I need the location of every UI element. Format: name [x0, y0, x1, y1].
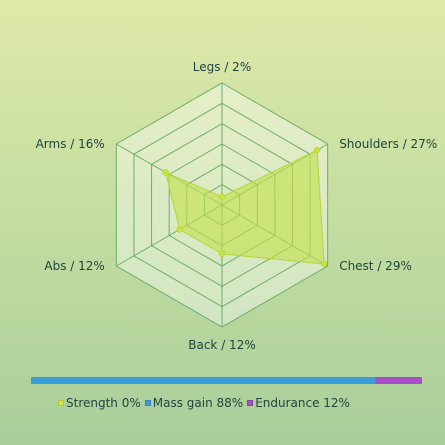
data-point-chest[interactable]	[320, 260, 328, 268]
axis-label-shoulders: Shoulders / 27%	[339, 137, 437, 151]
legend-swatch-mass-gain	[144, 400, 151, 406]
axis-labels: Legs / 2% Shoulders / 27% Chest / 29% Back …	[36, 60, 438, 352]
legend-label-endurance: Endurance 12%	[255, 396, 350, 410]
axis-label-legs: Legs / 2%	[193, 60, 251, 74]
legend-label-mass-gain: Mass gain 88%	[152, 396, 244, 410]
legend-swatch-strength	[58, 400, 64, 406]
data-point-abs[interactable]	[176, 226, 183, 233]
legend-swatch-endurance	[247, 400, 254, 406]
bar-segment-endurance	[375, 377, 422, 384]
legend: Strength 0% Mass gain 88% Endurance 12%	[58, 396, 350, 410]
legend-item-strength: Strength 0%	[58, 396, 141, 410]
data-point-legs[interactable]	[218, 193, 226, 201]
data-point-shoulders[interactable]	[313, 146, 321, 154]
axis-label-back: Back / 12%	[188, 338, 255, 352]
data-point-arms[interactable]	[162, 169, 169, 176]
distribution-bar	[31, 377, 422, 384]
axis-label-chest: Chest / 29%	[339, 259, 412, 273]
legend-item-endurance: Endurance 12%	[247, 396, 350, 410]
data-point-back[interactable]	[218, 250, 226, 258]
axis-label-abs: Abs / 12%	[44, 259, 104, 273]
bar-segment-mass-gain	[31, 377, 376, 384]
radar-data	[162, 146, 328, 268]
legend-label-strength: Strength 0%	[66, 396, 141, 410]
legend-item-mass-gain: Mass gain 88%	[144, 396, 244, 410]
axis-label-arms: Arms / 16%	[36, 137, 105, 151]
